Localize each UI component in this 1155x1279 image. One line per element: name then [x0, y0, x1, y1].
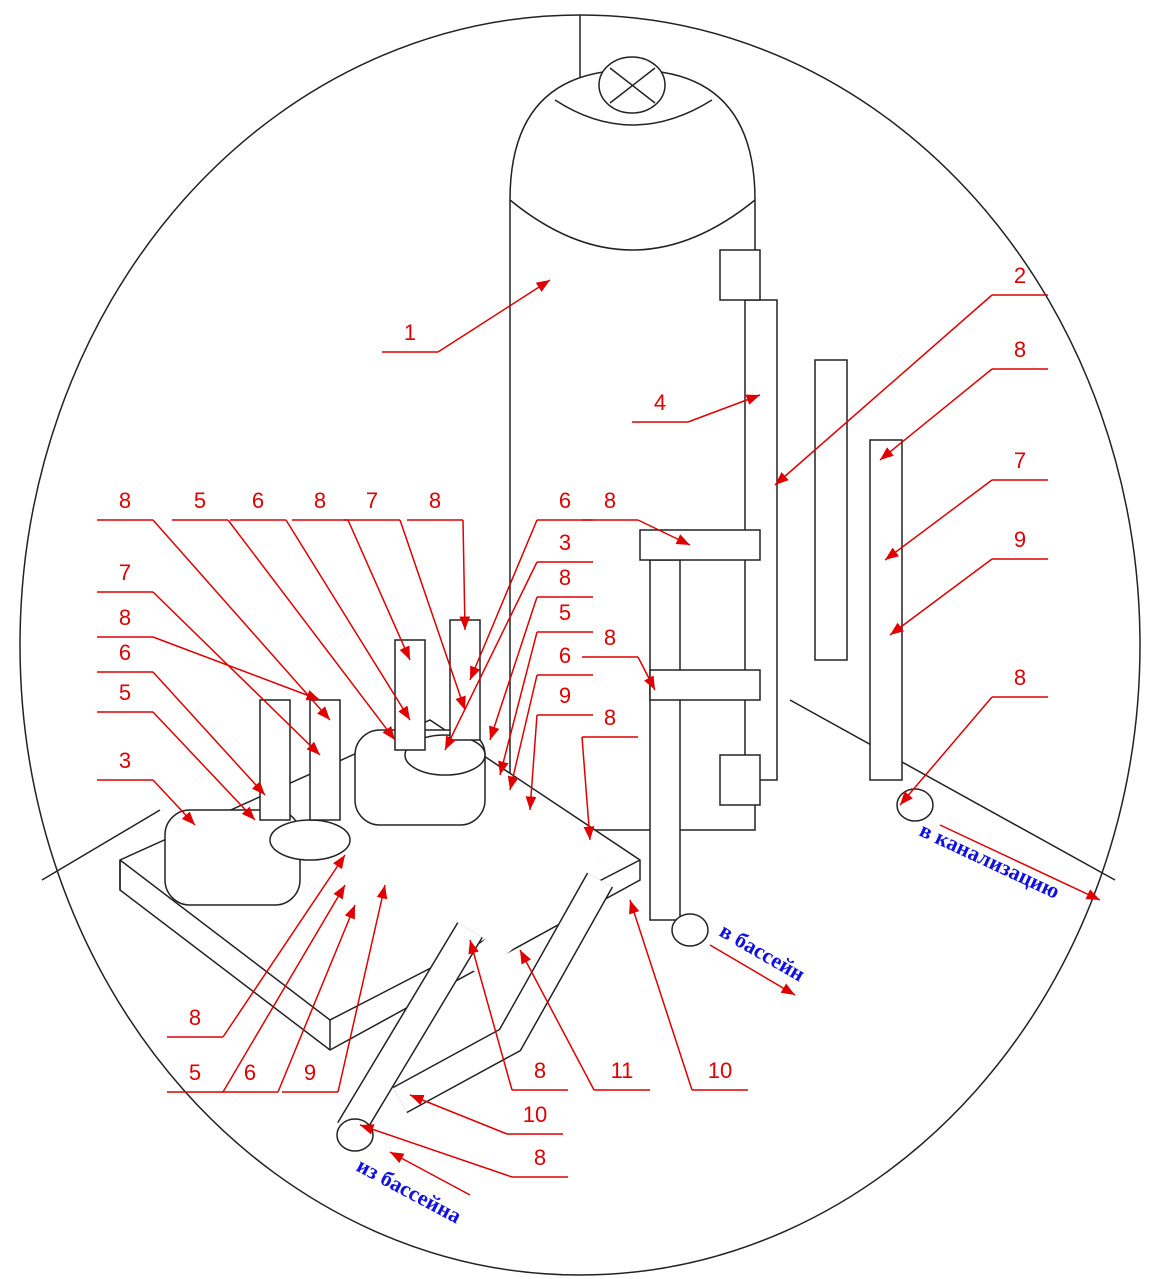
callout-number: 7 [1014, 448, 1026, 473]
callout-number: 8 [1014, 665, 1026, 690]
leader-line [469, 519, 538, 681]
callout-number: 8 [314, 488, 326, 513]
callout-number: 1 [404, 320, 416, 345]
leader-line [507, 674, 538, 791]
leader-line [889, 558, 993, 636]
callout-number: 5 [194, 488, 206, 513]
leader-line [152, 636, 321, 701]
leader-line [222, 854, 346, 1038]
leader-line [879, 368, 993, 461]
callout-number: 6 [244, 1060, 256, 1085]
callout-number: 9 [304, 1060, 316, 1085]
flow-label: в канализацию [916, 817, 1064, 904]
callout-number: 8 [604, 488, 616, 513]
callout-number: 11 [611, 1058, 634, 1083]
leader-line [152, 519, 331, 721]
leader-line [519, 949, 595, 1091]
leader-line [774, 294, 993, 486]
callout-number: 8 [119, 605, 131, 630]
callout-number: 8 [534, 1058, 546, 1083]
callout-number: 5 [559, 600, 571, 625]
leader-line [444, 561, 538, 751]
leader-line [347, 519, 411, 661]
leader-line [277, 904, 356, 1093]
leader-line [222, 884, 346, 1093]
callout-number: 8 [429, 488, 441, 513]
callout-number: 3 [559, 530, 571, 555]
leader-line [629, 899, 693, 1091]
leader-line [459, 519, 471, 631]
flow-label: из бассейна [353, 1152, 466, 1228]
callout-number: 6 [119, 640, 131, 665]
leader-line [498, 631, 538, 776]
callout-number: 8 [559, 565, 571, 590]
leader-line [152, 671, 266, 796]
leader-line [152, 779, 196, 826]
leader-line [359, 1124, 513, 1178]
callout-number: 5 [189, 1060, 201, 1085]
callout-number: 3 [119, 748, 131, 773]
callout-number: 2 [1014, 263, 1026, 288]
leader-line [637, 656, 656, 691]
leader-line [884, 479, 993, 561]
callout-number: 10 [523, 1102, 547, 1127]
callout-number: 8 [604, 705, 616, 730]
leader-line [399, 519, 466, 711]
leader-line [899, 696, 993, 806]
callout-number: 4 [654, 390, 666, 415]
callout-number: 6 [559, 488, 571, 513]
callout-number: 9 [559, 683, 571, 708]
leader-line [687, 394, 761, 423]
callout-number: 6 [559, 643, 571, 668]
callout-number: 8 [189, 1005, 201, 1030]
callout-number: 5 [119, 680, 131, 705]
callout-number: 9 [1014, 527, 1026, 552]
leader-line [468, 939, 513, 1091]
callout-number: 7 [119, 560, 131, 585]
callout-number: 10 [708, 1058, 732, 1083]
leader-line [227, 519, 396, 741]
leader-line [337, 884, 388, 1093]
callout-number: 7 [366, 488, 378, 513]
leader-line [637, 519, 691, 546]
leader-line [152, 711, 256, 821]
leader-line [581, 736, 595, 841]
callout-number: 6 [252, 488, 264, 513]
leader-line [437, 279, 551, 353]
callout-number: 8 [534, 1145, 546, 1170]
callout-number: 8 [119, 488, 131, 513]
callout-number: 8 [1014, 337, 1026, 362]
leader-line [285, 519, 411, 721]
drawing [19, 14, 1141, 1276]
leader-line [489, 596, 538, 741]
callout-number: 8 [604, 625, 616, 650]
leader-line [152, 591, 321, 756]
leader-line [525, 714, 538, 811]
leader-line [409, 1094, 508, 1135]
